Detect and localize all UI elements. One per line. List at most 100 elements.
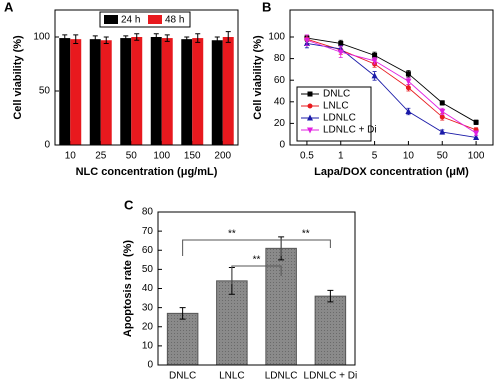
error-bar <box>153 33 159 41</box>
x-tick-label: 10 <box>403 151 415 162</box>
marker <box>473 133 480 140</box>
x-tick-label: 200 <box>214 151 231 162</box>
y-tick-label: 30 <box>142 302 154 313</box>
marker <box>371 72 378 79</box>
y-tick-label: 50 <box>39 86 51 97</box>
bar <box>70 39 82 145</box>
y-tick-label: 100 <box>33 32 50 43</box>
y-axis-label: Apoptosis rate (%) <box>122 240 134 338</box>
x-tick-label: 5 <box>372 151 378 162</box>
y-tick-label: 80 <box>142 207 154 218</box>
x-tick-label: 25 <box>95 151 107 162</box>
marker <box>439 128 446 135</box>
bar <box>100 40 112 145</box>
bar <box>314 295 347 366</box>
marker <box>337 49 344 56</box>
bar <box>120 38 132 145</box>
bar <box>216 280 248 366</box>
bar <box>211 40 223 145</box>
bar <box>222 37 234 145</box>
x-tick-label: 150 <box>184 151 201 162</box>
y-tick-label: 50 <box>142 264 154 275</box>
marker <box>473 130 480 137</box>
bar <box>181 39 193 145</box>
y-tick-label: 80 <box>274 53 286 64</box>
error-bar <box>164 34 170 42</box>
legend-label: LDNLC + Di <box>323 125 377 136</box>
significance-bracket <box>231 265 282 284</box>
panel-label: B <box>262 0 271 14</box>
significance-label: ** <box>302 229 310 240</box>
marker <box>405 85 411 91</box>
x-tick-label: 100 <box>468 151 485 162</box>
error-bar <box>225 31 231 43</box>
bar <box>59 38 71 145</box>
significance-label: ** <box>253 255 261 266</box>
error-bar <box>103 36 109 44</box>
marker <box>405 71 411 77</box>
x-axis-label: Lapa/DOX concentration (μM) <box>314 166 469 178</box>
plot-frame <box>157 211 356 366</box>
legend-marker <box>307 114 313 121</box>
plot-frame <box>54 9 239 146</box>
y-tick-label: 60 <box>142 245 154 256</box>
x-tick-label: 50 <box>437 151 449 162</box>
y-tick-label: 20 <box>142 321 154 332</box>
bar <box>192 38 204 145</box>
legend-label: LDNLC <box>323 113 356 124</box>
legend-marker <box>307 91 313 97</box>
marker <box>372 52 378 58</box>
y-tick-label: 70 <box>142 226 154 237</box>
significance-bracket <box>280 239 331 256</box>
x-tick-label: DNLC <box>169 371 196 382</box>
legend-swatch <box>148 15 162 24</box>
x-tick-label: 0.5 <box>300 151 314 162</box>
error-bar <box>123 35 129 41</box>
error-bar <box>62 34 68 42</box>
y-tick-label: 60 <box>274 75 286 86</box>
y-tick-label: 10 <box>142 341 154 352</box>
marker <box>439 114 445 120</box>
series-line <box>306 39 477 134</box>
bar <box>131 37 143 145</box>
legend-marker <box>307 103 313 109</box>
legend-label: DNLC <box>323 89 350 100</box>
marker <box>405 108 412 115</box>
x-tick-label: LNLC <box>219 371 245 382</box>
bar <box>150 37 162 145</box>
x-tick-label: 50 <box>126 151 138 162</box>
marker <box>439 109 446 116</box>
y-tick-label: 40 <box>274 96 286 107</box>
error-bar <box>92 35 98 43</box>
legend-label: LNLC <box>323 101 349 112</box>
error-bar <box>73 34 79 44</box>
marker <box>439 100 445 106</box>
y-tick-label: 40 <box>142 283 154 294</box>
series-line <box>306 43 477 138</box>
legend-swatch <box>104 15 118 24</box>
y-axis-label: Cell viability (%) <box>252 35 264 120</box>
error-bar <box>184 36 190 42</box>
x-axis-label: NLC concentration (μg/mL) <box>76 166 218 178</box>
x-tick-label: 10 <box>65 151 77 162</box>
marker <box>371 58 378 65</box>
marker <box>303 37 310 44</box>
plot-frame <box>289 9 494 146</box>
y-tick-label: 100 <box>268 32 285 43</box>
error-bar <box>327 289 334 303</box>
significance-label: ** <box>228 229 236 240</box>
x-tick-label: 100 <box>153 151 170 162</box>
bar <box>161 38 173 145</box>
panel-label: A <box>4 0 14 14</box>
legend-label: 24 h <box>121 15 140 26</box>
y-axis-label: Cell viability (%) <box>12 35 24 120</box>
legend-box <box>99 11 191 28</box>
legend-label: 48 h <box>165 15 184 26</box>
marker <box>473 119 479 125</box>
panel-label: C <box>124 197 134 212</box>
bar <box>166 312 199 366</box>
y-tick-label: 0 <box>147 360 153 371</box>
x-tick-label: LDNLC <box>265 371 298 382</box>
